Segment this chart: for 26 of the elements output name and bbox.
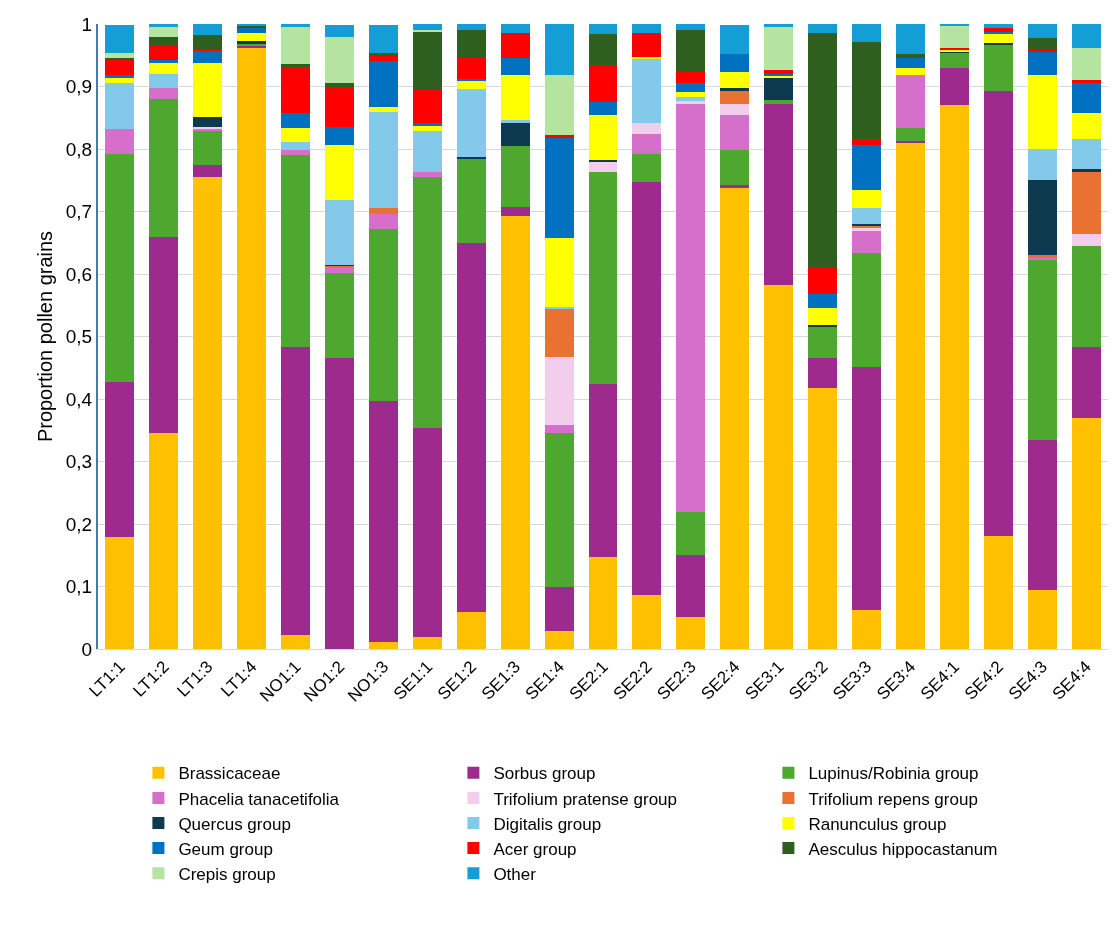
legend-label: Phacelia tanacetifolia [178,789,340,809]
legend-label: Sorbus group [493,764,596,784]
legend-label: Lupinus/Robinia group [808,764,979,784]
y-tick-label: 0 [81,638,93,660]
y-tick-label: 0,4 [65,388,93,410]
legend-label: Quercus group [178,814,291,834]
y-tick-label: 0,3 [65,451,93,473]
y-tick-label: 0,1 [65,576,93,598]
y-axis-title: Proportion pollen grains [33,230,56,443]
y-tick-label: 0,8 [65,138,93,160]
y-tick-label: 0,7 [65,201,93,223]
y-tick-label: 0,6 [65,263,93,285]
legend-label: Brassicaceae [178,764,281,784]
y-tick-label: 0,2 [65,513,93,535]
legend-label: Other [493,864,537,884]
y-tick-label: 0,5 [65,326,93,348]
y-tick-label: 0,9 [65,76,93,98]
legend-label: Acer group [493,839,577,859]
legend-label: Digitalis group [493,814,602,834]
legend-label: Geum group [178,839,273,859]
legend-label: Ranunculus group [808,814,947,834]
y-tick-label: 1 [81,13,93,35]
legend-label: Crepis group [178,864,276,884]
legend-label: Trifolium pratense group [493,789,678,809]
legend-label: Aesculus hippocastanum [808,839,998,859]
legend-label: Trifolium repens group [808,789,978,809]
